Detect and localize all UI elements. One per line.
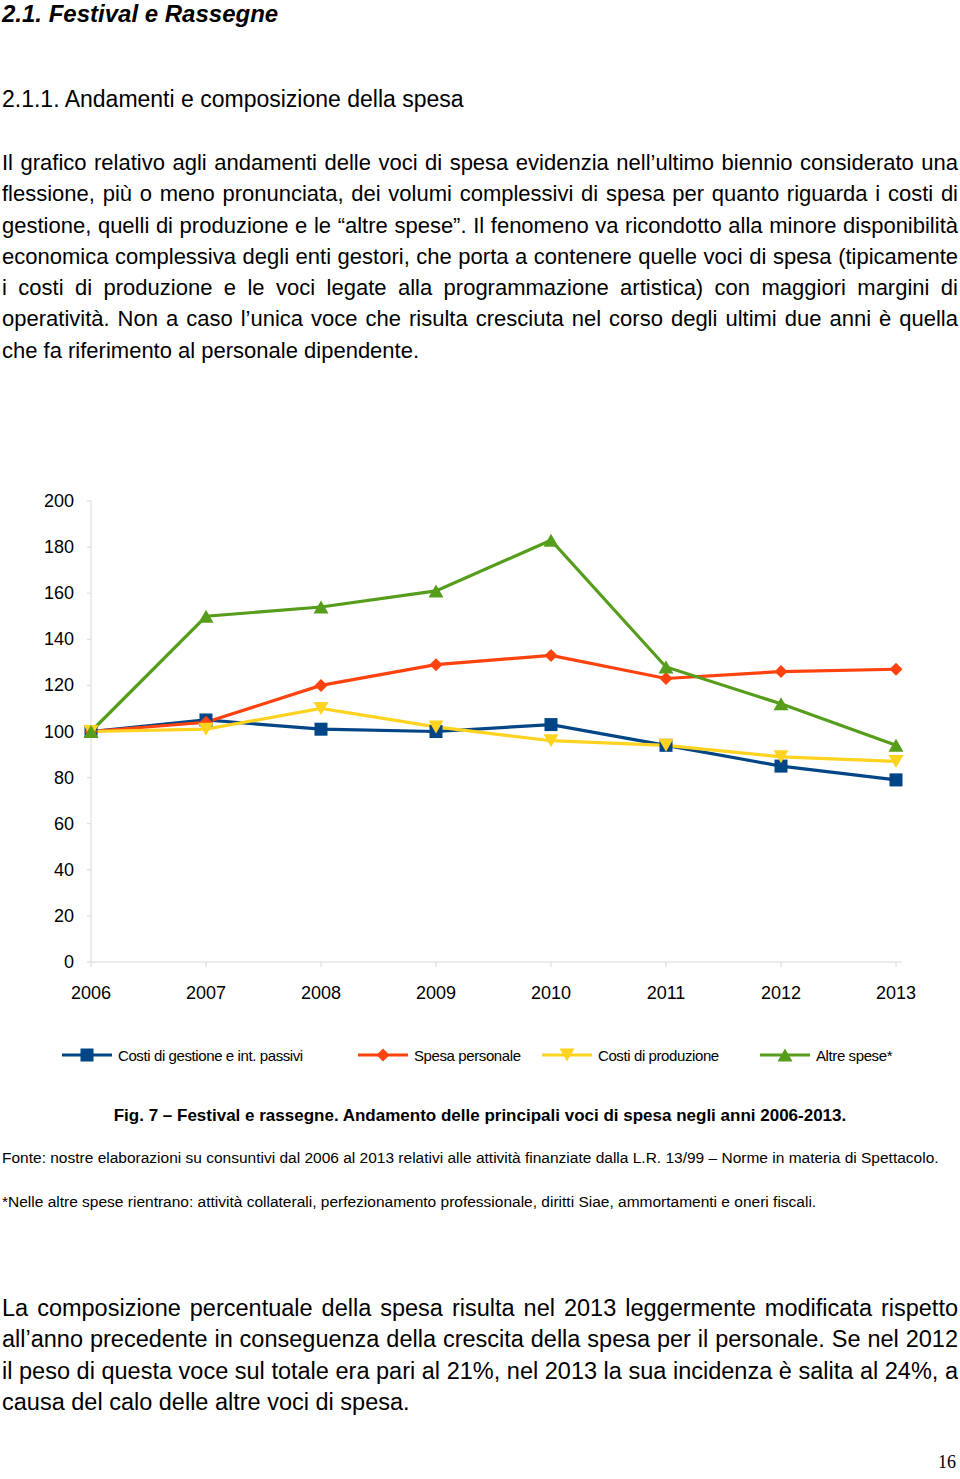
legend-label: Costi di gestione e int. passivi [118,1047,303,1064]
data-point [85,725,98,738]
x-tick [896,962,897,967]
x-tick [91,962,92,967]
x-tick [666,962,667,967]
y-tick-label: 200 [44,491,74,511]
page-number: 16 [920,1452,956,1473]
y-tick-label: 120 [44,675,74,695]
subsection-title: 2.1.1. Andamenti e composizione della sp… [2,86,464,113]
data-point [429,720,444,733]
x-tick-label: 2011 [647,983,686,1003]
data-point [315,679,328,692]
y-tick-label: 100 [44,722,74,742]
x-tick [321,962,322,967]
x-axis [91,962,902,963]
y-tick-label: 0 [64,952,74,972]
data-point [315,723,328,736]
x-tick-label: 2008 [301,983,341,1003]
y-tick [87,915,91,916]
y-tick [87,869,91,870]
x-tick-label: 2007 [186,983,226,1003]
y-tick [87,962,91,963]
y-tick [87,593,91,594]
y-tick [87,685,91,686]
x-tick-label: 2006 [71,983,111,1003]
data-point [659,660,674,673]
data-point [314,702,329,715]
plot-area [84,534,904,787]
legend-label: Spesa personale [414,1047,521,1064]
x-tick-label: 2013 [876,983,916,1003]
y-tick [87,547,91,548]
legend-label: Altre spese* [816,1047,893,1064]
y-tick-label: 20 [54,906,74,926]
data-point [889,755,904,768]
data-point [890,773,903,786]
y-tick-label: 160 [44,583,74,603]
x-tick [551,962,552,967]
data-point [890,663,903,676]
x-tick-label: 2009 [416,983,456,1003]
series-line [91,708,896,761]
legend-marker [778,1049,793,1062]
x-tick [206,962,207,967]
figure-note: *Nelle altre spese rientrano: attività c… [2,1193,952,1211]
x-tick [436,962,437,967]
x-tick [781,962,782,967]
y-tick [87,777,91,778]
data-point [545,649,558,662]
y-tick [87,501,91,502]
y-tick-label: 180 [44,537,74,557]
data-point [429,584,444,597]
paragraph: Il grafico relativo agli andamenti delle… [2,147,958,366]
data-point [660,739,673,752]
figure-caption: Fig. 7 – Festival e rassegne. Andamento … [0,1106,960,1126]
data-point [544,534,559,547]
data-point [774,750,789,763]
y-tick [87,823,91,824]
chart: 0 20 40 60 80 100 120 140 160 180 200 2006 2007 2008 2… [0,0,960,1479]
data-point [85,725,98,738]
data-point [84,725,99,738]
y-tick [87,639,91,640]
x-tick-label: 2012 [761,983,801,1003]
data-point [545,718,558,731]
y-tick-label: 140 [44,629,74,649]
x-tick-label: 2010 [531,983,571,1003]
data-point [659,739,674,752]
data-point [430,658,443,671]
data-point [199,723,214,736]
series-line [91,540,896,745]
y-tick-label: 60 [54,814,74,834]
data-point [660,672,673,685]
data-point [775,665,788,678]
data-point [889,739,904,752]
data-point [84,725,99,738]
y-tick-label: 80 [54,768,74,788]
legend-label: Costi di produzione [598,1047,719,1064]
legend-marker [560,1049,575,1062]
data-point [199,610,214,623]
data-point [314,601,329,614]
legend-marker [81,1049,94,1062]
section-title: 2.1. Festival e Rassegne [2,0,278,28]
legend-marker [377,1049,390,1062]
y-tick-label: 40 [54,860,74,880]
data-point [544,734,559,747]
data-point [774,697,789,710]
paragraph: La composizione percentuale della spesa … [2,1293,958,1418]
figure-source: Fonte: nostre elaborazioni su consuntivi… [2,1147,952,1169]
series-line [91,655,896,731]
